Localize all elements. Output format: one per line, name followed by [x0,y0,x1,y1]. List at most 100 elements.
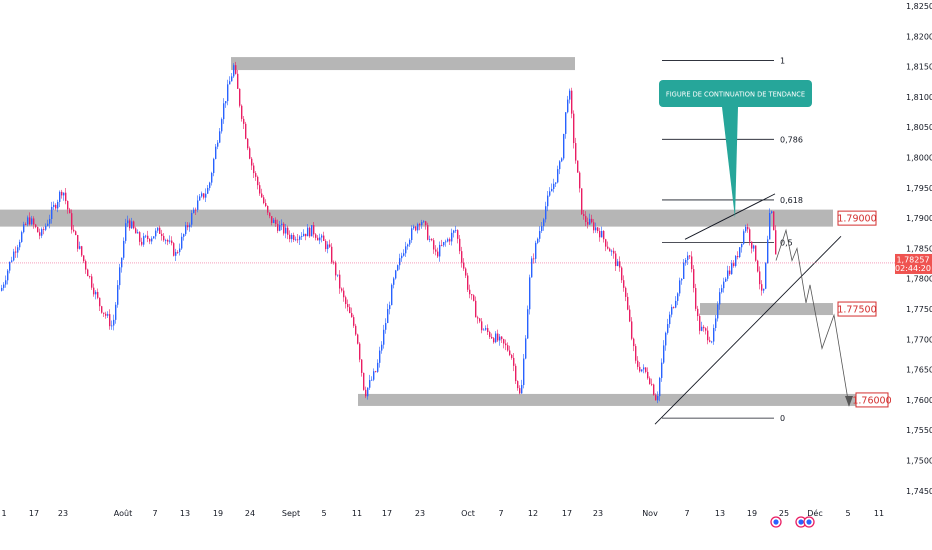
callout-pointer [722,107,738,218]
x-tick-label: Déc [807,508,822,518]
candle-body [381,344,383,351]
candle-body [341,288,343,291]
candle-body [393,278,395,285]
candle-body [177,252,179,253]
event-marker-dot [806,519,812,525]
candle-body [159,227,161,234]
candle-body [377,362,379,372]
current-price-badge [895,253,932,274]
candle-body [315,234,317,238]
x-tick-label: 12 [528,509,538,518]
candle-body [509,350,511,355]
candle-body [55,204,57,209]
candle-body [423,221,425,223]
candle-body [771,211,773,214]
candle-body [121,257,123,268]
x-tick-label: 19 [747,509,757,518]
candle-body [297,239,299,241]
candle-body [279,225,281,231]
level-label-box [855,392,889,408]
candle-body [589,218,591,225]
candle-body [261,193,263,198]
candle-body [145,235,147,237]
candle-body [699,316,701,331]
candle-body [365,389,367,397]
candle-body [103,312,105,314]
candle-body [663,345,665,363]
candle-body [51,206,53,219]
candle-body [427,225,429,240]
fib-level-label: 0,786 [780,135,803,144]
candle-body [433,240,435,250]
candle-body [609,248,611,252]
candle-body [581,188,583,215]
candle-body [87,269,89,277]
candle-body [85,261,87,270]
candle-body [125,223,127,241]
candle-body [601,231,603,238]
candle-body [221,119,223,132]
candle-body [35,224,37,228]
candle-body [335,262,337,276]
x-tick-label: Nov [642,509,658,518]
candle-body [435,249,437,252]
candle-body [537,238,539,243]
candle-body [679,280,681,294]
candle-body [617,261,619,267]
candle-body [337,274,339,276]
x-tick-label: 17 [29,509,39,518]
candle-body [295,239,297,241]
candle-body [141,241,143,245]
candle-body [321,235,323,238]
candle-body [243,118,245,124]
candle-body [585,215,587,223]
candle-body [731,263,733,275]
candle-body [53,204,55,207]
candle-body [99,297,101,307]
x-tick-label: 13 [180,509,190,518]
candle-body [687,255,689,261]
candle-body [527,309,529,339]
y-tick-label: 1,82500 [906,2,932,11]
candle-body [495,333,497,343]
candle-body [407,244,409,247]
candle-body [559,161,561,170]
candle-body [707,330,709,341]
candle-body [421,222,423,226]
candle-body [67,201,69,210]
candle-body [653,384,655,396]
candle-body [773,211,775,231]
candle-body [277,223,279,231]
candle-body [445,241,447,243]
candle-body [143,236,145,245]
candle-body [363,372,365,390]
x-tick-label: 11 [352,509,362,518]
candle-body [215,146,217,159]
candle-body [311,225,313,237]
candle-body [137,232,139,234]
candle-body [391,284,393,306]
candle-body [97,291,99,298]
candle-body [631,321,633,339]
candle-body [395,270,397,279]
candle-body [733,263,735,266]
candle-body [755,245,757,261]
candle-body [201,193,203,197]
candle-body [63,192,65,196]
candle-body [165,240,167,241]
candle-body [225,101,227,104]
candle-body [339,274,341,289]
candle-body [571,90,573,114]
candle-body [553,183,555,189]
candle-body [607,246,609,249]
candle-body [385,323,387,330]
candle-body [173,243,175,256]
candle-body [741,243,743,248]
candle-body [91,276,93,288]
candle-body [623,280,625,288]
candle-body [551,188,553,192]
candle-body [517,381,519,389]
candle-body [737,256,739,258]
candle-body [75,231,77,236]
